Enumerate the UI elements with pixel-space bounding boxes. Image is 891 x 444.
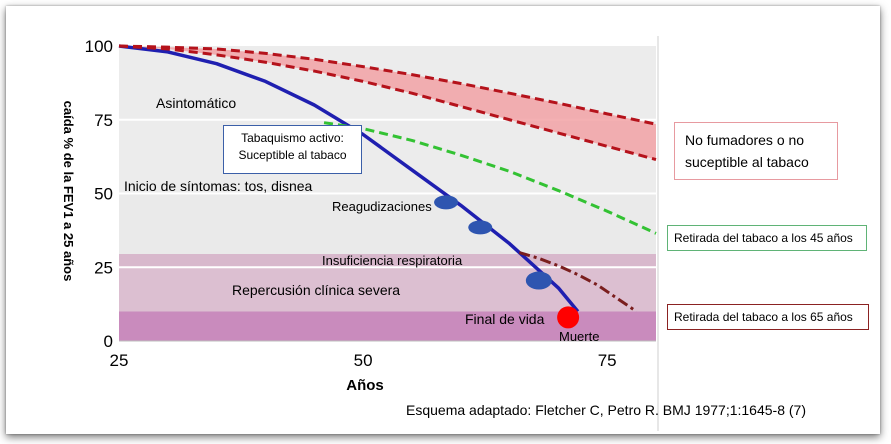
- annotation-final-vida: Final de vida: [465, 311, 545, 327]
- x-tick-25: 25: [110, 351, 129, 370]
- y-tick-100: 100: [85, 37, 113, 56]
- y-axis-label: caída % de la FEV1 a 25 años: [61, 101, 76, 282]
- series-line-quit45: [323, 121, 657, 235]
- lines-layer: [118, 44, 657, 313]
- y-tick-25: 25: [94, 258, 113, 277]
- legend-box-tabaquismo: Tabaquismo activo: Suceptible al tabaco: [223, 125, 362, 174]
- zone-label-repercusion: Repercusión clínica severa: [232, 282, 400, 298]
- annotation-reagudizaciones: Reagudizaciones: [332, 199, 432, 214]
- x-axis-label: Años: [346, 377, 384, 394]
- series-line-nonsmoker_upper: [118, 44, 657, 126]
- data-point-2: [525, 271, 552, 290]
- legend-tabaquismo-line2: Suceptible al tabaco: [238, 148, 347, 162]
- data-point-3: [557, 306, 580, 329]
- zone-label-inicio: Inicio de síntomas: tos, disnea: [124, 178, 313, 194]
- zone-3: [119, 267, 656, 312]
- series-line-nonsmoker_lower: [118, 44, 657, 162]
- legend-box-nofumadores: No fumadores o no suceptible al tabaco: [674, 122, 838, 180]
- annotation-muerte: Muerte: [559, 329, 599, 344]
- zone-2: [119, 253, 656, 268]
- zone-label-insuficiencia: Insuficiencia respiratoria: [322, 253, 463, 268]
- zone-label-asintomatico: Asintomático: [156, 95, 236, 111]
- y-tick-0: 0: [104, 332, 113, 351]
- legend-nofumadores-line2: suceptible al tabaco: [685, 154, 809, 170]
- legend-box-retirada-45: Retirada del tabaco a los 45 años: [667, 225, 867, 251]
- nonsmoker-band: [119, 46, 656, 160]
- points-layer: [434, 195, 580, 329]
- figure-frame: 0 25 50 75 100 25 50 75 caída % de la FEV1 a 2…: [6, 6, 880, 434]
- legend-box-retirada-65: Retirada del tabaco a los 65 años: [667, 304, 869, 330]
- data-point-1: [468, 220, 493, 235]
- legend-tabaquismo-line1: Tabaquismo activo:: [241, 131, 344, 145]
- source-citation: Esquema adaptado: Fletcher C, Petro R. B…: [406, 402, 806, 418]
- zone-1: [119, 193, 656, 254]
- legend-nofumadores-line1: No fumadores o no: [685, 132, 805, 148]
- data-point-0: [434, 195, 459, 210]
- x-ticks: 25 50 75: [110, 351, 617, 370]
- y-tick-75: 75: [94, 111, 113, 130]
- y-ticks: 0 25 50 75 100: [85, 37, 113, 351]
- series-line-smoker: [118, 44, 580, 313]
- x-tick-50: 50: [354, 351, 373, 370]
- nonsmoker-band-layer: [119, 46, 656, 160]
- y-tick-50: 50: [94, 185, 113, 204]
- x-tick-75: 75: [598, 351, 617, 370]
